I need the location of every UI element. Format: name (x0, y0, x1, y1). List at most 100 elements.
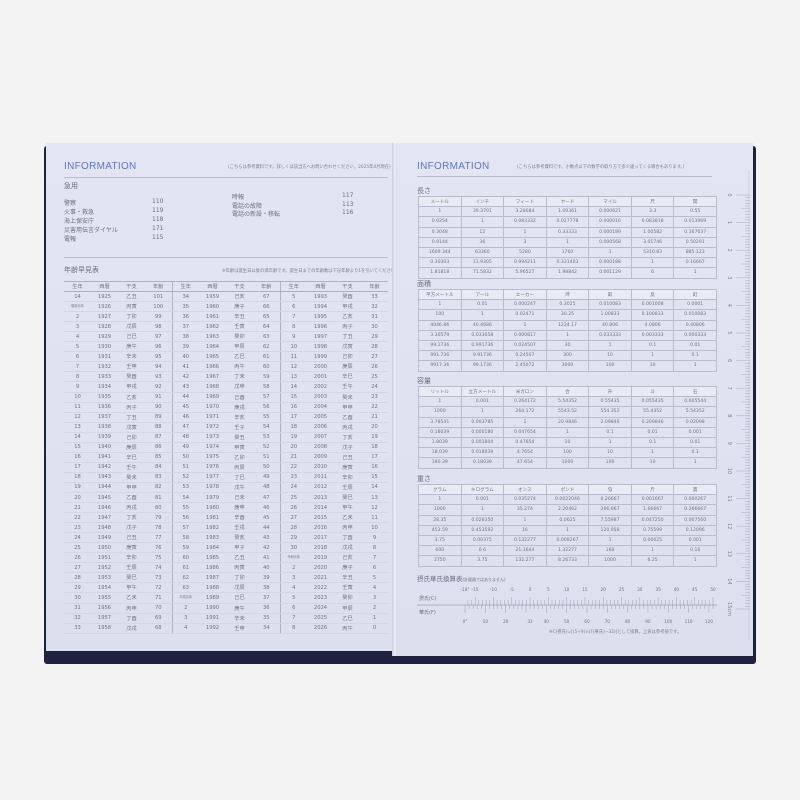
table-cell: 1.81818 (418, 267, 462, 279)
table-cell: 癸酉 (334, 291, 361, 303)
table-cell: 52 (253, 442, 281, 453)
table-cell: 1.00582 (630, 226, 675, 238)
table-cell: 0.033058 (460, 329, 505, 341)
celsius-tick-label: 50 (710, 587, 716, 592)
table-cell: 甲戌 (334, 301, 361, 313)
table-cell: 78 (145, 522, 173, 534)
table-cell: 26 (361, 361, 388, 373)
table-cell: 266.667 (588, 504, 632, 516)
table-cell: 1000 (588, 555, 632, 567)
table-cell: 0.16667 (673, 257, 717, 269)
table-cell: 2 (172, 603, 199, 614)
table-cell: 14 (280, 381, 307, 393)
table-cell: 20.9846 (545, 416, 590, 428)
table-cell: 4 (172, 623, 199, 634)
table-cell: 0.008267 (545, 534, 590, 547)
table-cell: 1.8039 (418, 436, 462, 449)
table-cell: 1980 (199, 502, 226, 514)
table-row: 13 1938 戊寅 88 47 1972 壬子 54 18 2006 丙戌 20 (64, 422, 388, 433)
fahrenheit-tick-label: 10 (483, 619, 489, 624)
table-cell: 1.00833 (588, 309, 632, 321)
table-cell: 19 (280, 432, 307, 443)
table-row: 1609.344 63360 5280 1760 1 5310.83 885.123 (418, 246, 717, 259)
table-cell: 99.1736 (418, 339, 462, 352)
table-cell: 4.0806 (630, 319, 675, 331)
celsius-tick-label: 40 (674, 587, 680, 592)
column-header: 立方メートル (460, 385, 505, 398)
ruler-label: 2 (726, 249, 732, 252)
table-cell: 38 (172, 331, 199, 343)
table-cell: 1 (503, 226, 547, 238)
table-cell: 0.00375 (460, 534, 505, 547)
table-cell: 30 (64, 592, 91, 604)
table-cell: 0.001008 (630, 299, 675, 311)
table-row: 1.81818 71.5832 5.96527 1.98842 0.001129 6 1 (418, 267, 717, 279)
table-cell: 1970 (199, 402, 226, 413)
fahrenheit-tick-label: 32 (527, 619, 533, 624)
table-row: 24 1949 己丑 77 58 1983 癸亥 43 29 2017 丁酉 9 (64, 532, 388, 544)
table-cell: 0.047250 (630, 514, 675, 526)
reference-note: (こちらは参考資料です。小数点以下の数字の取り方で多少違ってくる場合もあります。… (517, 165, 685, 170)
column-header: メートル (418, 195, 462, 208)
table-cell: 0.00625 (630, 534, 675, 547)
table-header-row: 平方メートル アール エーカー坪畝反町 (418, 288, 717, 301)
table-cell: 乙巳 (334, 613, 361, 624)
table-cell: 甲寅 (226, 442, 253, 453)
table-cell: 1955 (91, 592, 118, 604)
table-cell: 1982 (199, 522, 226, 534)
table-cell: 癸未 (118, 472, 145, 483)
table-cell: 0.994211 (503, 257, 547, 269)
table-row: 23 1948 戊子 78 57 1982 壬戌 44 28 2016 丙申 10 (64, 522, 388, 534)
table-cell: 33 (64, 623, 91, 634)
table-cell: 庚午 (226, 603, 253, 614)
column-header: 平方メートル (418, 288, 462, 301)
table-cell: 0.003333 (630, 329, 675, 341)
table-cell: 41 (172, 361, 199, 373)
table-cell: 1 (588, 534, 632, 547)
table-cell: 甲申 (118, 482, 145, 493)
table-header-row: グラム キログラム オンス ポンド匁斤貫 (418, 483, 717, 496)
table-cell: 1974 (199, 442, 226, 453)
table-cell: 79 (145, 512, 173, 524)
table-cell: 2018 (307, 542, 334, 554)
emergency-item: 電話の新設・移転 116 (232, 209, 362, 218)
page-title: INFORMATION (417, 161, 490, 172)
table-cell: 2.20462 (545, 504, 590, 516)
table-cell: 1958 (91, 623, 118, 634)
table-cell: 0.033333 (588, 329, 632, 341)
table-cell: 戊寅 (334, 341, 361, 353)
table-cell: 61 (253, 351, 281, 363)
table-cell: 0.40806 (673, 319, 717, 331)
emergency-label: 警察 (64, 200, 77, 207)
table-cell: 23 (361, 392, 388, 403)
column-header: 干支 (226, 280, 253, 293)
table-cell: 0.264172 (503, 396, 547, 408)
table-cell: 43 (172, 381, 199, 393)
table-cell: 17 (280, 412, 307, 423)
table-cell: 丙子 (118, 402, 145, 413)
table-cell: 63 (172, 582, 199, 594)
table-cell: 7 (64, 361, 91, 373)
table-cell: 1 (418, 299, 462, 311)
table-cell: 25 (64, 542, 91, 554)
celsius-tick-label: 15 (582, 587, 588, 592)
table-cell: 0.16 (673, 545, 717, 557)
table-cell: 12 (64, 412, 91, 423)
table-cell: 74 (145, 562, 173, 574)
table-row: 0.30303 11.9305 0.994211 0.331403 0.000188 1 0… (418, 257, 717, 269)
table-cell: 0.035274 (503, 494, 547, 506)
table-cell: 24 (280, 482, 307, 493)
table-row: 26 1951 辛卯 75 60 1985 乙丑 41 令和元年 2019 己亥 7 (64, 552, 388, 564)
conversion-table: グラム キログラム オンス ポンド匁斤貫 1 0.001 0.035274 0.0022046… (418, 483, 717, 567)
table-cell: 25 (280, 492, 307, 504)
table-cell: 991.736 (418, 350, 462, 362)
table-cell: 9.91736 (460, 350, 505, 362)
table-cell: 癸卯 (226, 331, 253, 343)
table-cell: 0.000817 (503, 329, 547, 341)
column-header: 米ガロン (503, 385, 547, 398)
emergency-item: 災害用伝言ダイヤル 171 (64, 225, 194, 234)
table-cell: 1978 (199, 482, 226, 493)
table-cell: 1 (673, 360, 717, 372)
table-row: 0.0254 1 0.083332 0.027778 0.000016 0.083818 0… (418, 216, 717, 228)
